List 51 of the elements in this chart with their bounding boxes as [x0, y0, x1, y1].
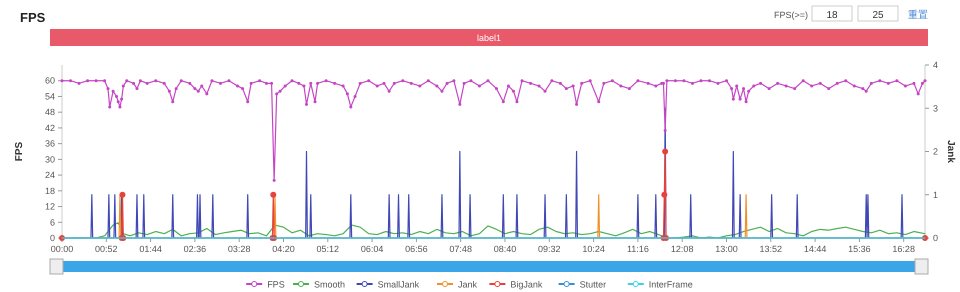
- x-tick-label: 13:00: [715, 244, 738, 254]
- legend-label: Stutter: [580, 280, 606, 290]
- y-tick-label: 48: [44, 107, 55, 118]
- text: FPS(>=): [774, 10, 808, 20]
- x-tick-label: 13:52: [760, 244, 782, 254]
- y-tick-label: 24: [44, 170, 55, 180]
- text: label1: [476, 33, 502, 43]
- legend-label: FPS: [267, 280, 285, 290]
- y-tick-label: 60: [44, 76, 55, 86]
- x-tick-label: 00:52: [95, 244, 118, 254]
- x-tick-label: 09:32: [538, 244, 561, 254]
- chart-title: FPS: [20, 10, 46, 25]
- y-tick-label: 18: [44, 186, 55, 196]
- x-tick-label: 08:40: [494, 244, 516, 254]
- x-tick-label: 16:28: [892, 244, 915, 254]
- x-tick-label: 07:48: [449, 244, 472, 254]
- legend-label: InterFrame: [648, 280, 693, 290]
- y-tick-label: 30: [44, 154, 55, 164]
- y2-tick-label: 2: [933, 146, 938, 156]
- x-tick-label: 06:04: [360, 244, 384, 254]
- y2-tick-label: 0: [933, 233, 938, 243]
- x-tick-label: 10:24: [582, 244, 605, 254]
- y-tick-label: 36: [44, 138, 55, 149]
- text: 重置: [908, 9, 928, 21]
- y2-tick-label: 3: [933, 103, 938, 114]
- x-tick-label: 11:16: [626, 244, 649, 254]
- y2-tick-label: 1: [933, 190, 938, 200]
- legend-label: BigJank: [510, 280, 543, 290]
- x-tick-label: 06:56: [405, 244, 428, 254]
- y-tick-label: 54: [44, 91, 55, 102]
- text: 25: [872, 10, 884, 21]
- y-tick-label: 6: [50, 217, 55, 228]
- x-tick-label: 01:44: [139, 244, 162, 254]
- y2-axis-title: Jank: [945, 140, 956, 164]
- legend-label: SmallJank: [378, 280, 420, 290]
- legend-label: Jank: [458, 280, 478, 290]
- y-tick-label: 0: [50, 233, 55, 243]
- legend-label: Smooth: [314, 280, 346, 290]
- y-axis-title: FPS: [14, 141, 25, 162]
- y-tick-label: 42: [44, 122, 55, 133]
- y-tick-label: 12: [44, 202, 55, 212]
- x-tick-label: 15:36: [848, 244, 871, 254]
- x-tick-label: 04:20: [272, 244, 295, 254]
- x-tick-label: 02:36: [184, 244, 206, 254]
- x-tick-label: 05:12: [316, 244, 340, 254]
- y2-tick-label: 4: [933, 60, 938, 70]
- text: 18: [826, 10, 838, 21]
- x-tick-label: 14:44: [804, 244, 826, 254]
- x-tick-label: 03:28: [228, 244, 250, 254]
- x-tick-label: 12:08: [670, 244, 694, 254]
- x-tick-label: 00:00: [50, 244, 74, 254]
